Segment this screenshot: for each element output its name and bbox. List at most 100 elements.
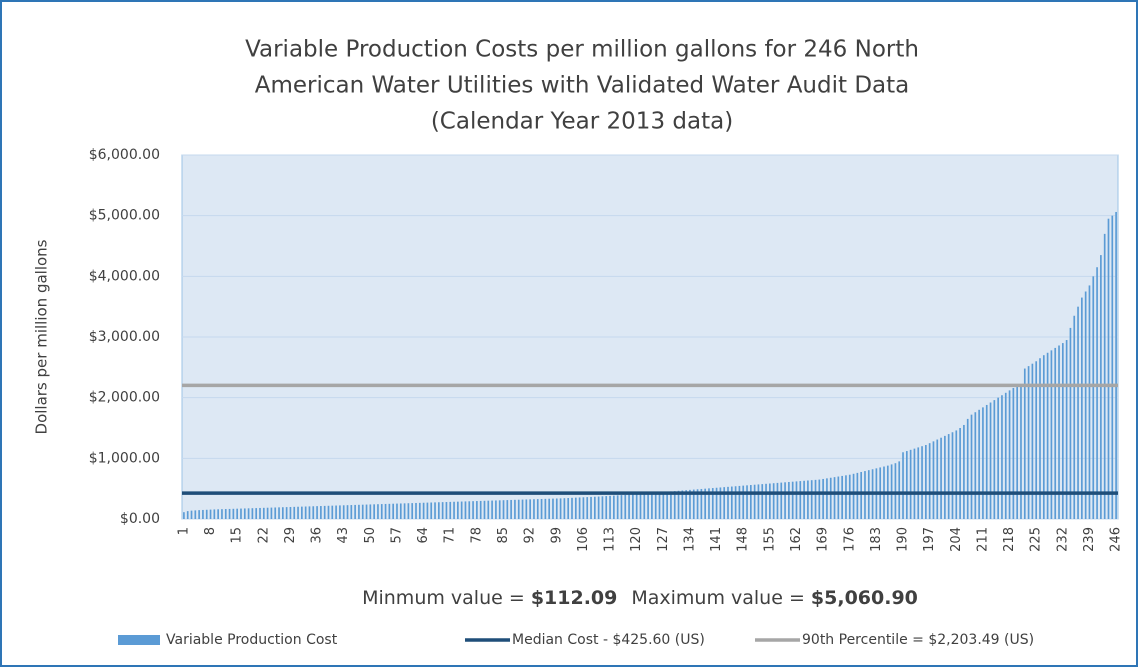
- bar: [213, 509, 216, 519]
- legend-label: 90th Percentile = $2,203.49 (US): [802, 632, 1034, 648]
- bar: [449, 501, 452, 519]
- bar: [601, 496, 604, 519]
- x-tick-label: 57: [389, 527, 404, 544]
- bar: [730, 486, 733, 519]
- bar: [320, 506, 322, 519]
- bar: [468, 501, 471, 519]
- bar: [613, 495, 615, 519]
- bar: [700, 488, 703, 519]
- bar: [692, 489, 695, 519]
- bar: [415, 502, 417, 519]
- bar: [624, 494, 627, 519]
- bar: [1073, 315, 1076, 519]
- bar: [236, 508, 239, 519]
- y-tick-label: $1,000.00: [89, 450, 160, 466]
- x-tick-label: 36: [310, 527, 325, 544]
- bar: [1012, 387, 1015, 519]
- bar: [289, 506, 292, 519]
- bar: [837, 476, 840, 519]
- bar: [959, 428, 961, 519]
- x-tick-label: 120: [629, 527, 644, 552]
- bar: [255, 508, 258, 519]
- bar: [1042, 355, 1045, 519]
- bar: [266, 507, 269, 519]
- bar: [422, 502, 425, 519]
- bar: [190, 510, 193, 519]
- x-tick-label: 176: [842, 527, 857, 552]
- bar: [1054, 347, 1057, 519]
- bar: [803, 480, 805, 519]
- x-tick-label: 106: [576, 527, 591, 552]
- bar: [791, 481, 794, 519]
- bar: [529, 499, 531, 519]
- bar: [552, 498, 554, 519]
- bar: [590, 496, 592, 519]
- bar: [723, 487, 726, 519]
- bar: [293, 506, 296, 519]
- bar: [860, 471, 863, 519]
- y-tick-label: $0.00: [120, 511, 160, 527]
- x-tick-label: 85: [496, 527, 511, 544]
- bar: [445, 502, 448, 519]
- x-tick-label: 225: [1029, 527, 1044, 552]
- bar: [761, 484, 764, 519]
- x-tick-label: 64: [416, 527, 431, 544]
- bar: [373, 504, 375, 519]
- x-tick-label: 50: [363, 527, 378, 544]
- bar: [711, 488, 714, 519]
- bar: [464, 501, 467, 519]
- bar: [517, 499, 520, 519]
- bar: [217, 509, 219, 519]
- bar: [339, 505, 341, 519]
- bar: [654, 492, 657, 519]
- bar: [921, 446, 923, 519]
- bar: [993, 400, 996, 519]
- bar: [696, 489, 699, 519]
- x-tick-label: 148: [736, 527, 751, 552]
- bar: [457, 501, 459, 519]
- bar: [951, 432, 954, 519]
- bar: [186, 511, 189, 519]
- bar: [1092, 276, 1095, 519]
- bar: [399, 503, 402, 519]
- bar: [358, 504, 360, 519]
- bar: [947, 434, 950, 519]
- bar: [487, 500, 490, 519]
- bar: [232, 508, 235, 519]
- bar: [533, 499, 535, 519]
- bar: [563, 498, 566, 519]
- bar: [567, 498, 570, 519]
- x-tick-label: 113: [603, 527, 618, 552]
- x-tick-label: 246: [1109, 527, 1124, 552]
- bar: [1001, 395, 1003, 519]
- y-axis-label: Dollars per million gallons: [33, 239, 51, 434]
- bar: [285, 507, 288, 519]
- bar: [396, 503, 398, 519]
- bar: [521, 499, 524, 519]
- bar: [757, 484, 760, 519]
- bar: [1058, 345, 1060, 519]
- bar: [738, 485, 741, 519]
- bar: [917, 447, 920, 519]
- bar: [753, 484, 756, 519]
- bar: [540, 498, 543, 519]
- bar: [742, 485, 745, 519]
- bar: [769, 483, 771, 519]
- bar: [848, 474, 851, 519]
- bar: [510, 499, 512, 519]
- bar: [369, 504, 372, 519]
- bar: [430, 502, 433, 519]
- x-tick-label: 71: [443, 527, 458, 544]
- bar: [476, 501, 478, 519]
- bar: [894, 463, 897, 519]
- bar: [240, 508, 242, 519]
- x-tick-label: 141: [709, 527, 724, 552]
- bar: [536, 499, 539, 519]
- bar: [963, 424, 965, 519]
- bar: [335, 505, 337, 519]
- bar: [323, 505, 326, 519]
- bar: [841, 475, 843, 519]
- bar: [274, 507, 277, 519]
- bar: [434, 502, 436, 519]
- bar: [559, 498, 562, 519]
